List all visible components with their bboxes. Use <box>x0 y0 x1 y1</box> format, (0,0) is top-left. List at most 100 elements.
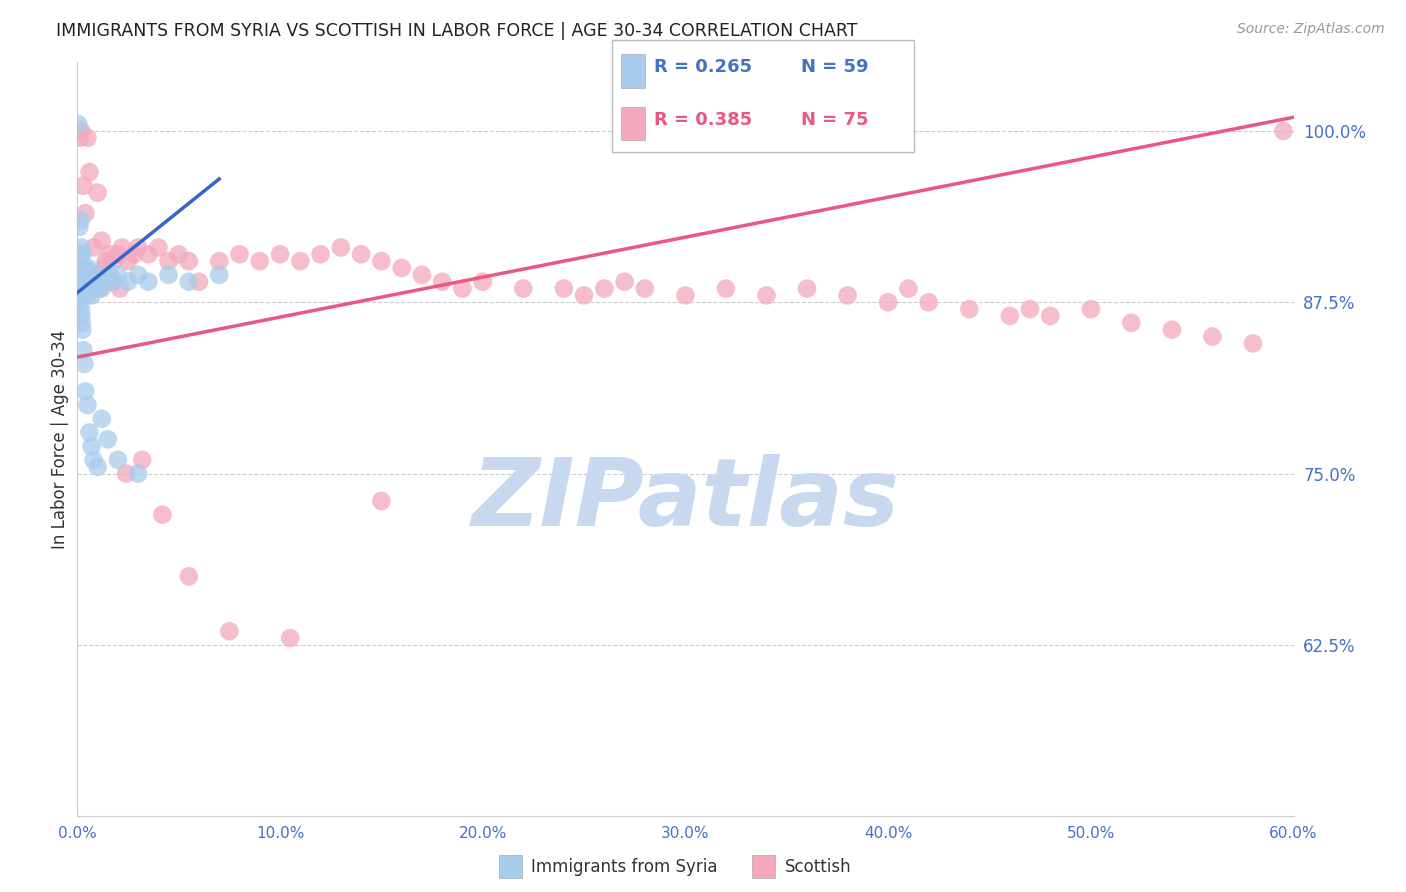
Point <box>98 247 121 261</box>
Point <box>290 254 312 268</box>
Point <box>714 282 737 296</box>
Point <box>115 467 138 481</box>
Point <box>249 254 271 268</box>
Point <box>755 288 778 302</box>
Point <box>107 453 129 467</box>
Point <box>1161 323 1184 337</box>
Text: IMMIGRANTS FROM SYRIA VS SCOTTISH IN LABOR FORCE | AGE 30-34 CORRELATION CHART: IMMIGRANTS FROM SYRIA VS SCOTTISH IN LAB… <box>56 22 858 40</box>
Point <box>634 282 657 296</box>
Point <box>70 240 93 254</box>
Point <box>83 240 105 254</box>
Point <box>79 165 101 179</box>
Point <box>108 282 131 296</box>
Point <box>177 275 200 289</box>
Point <box>957 302 980 317</box>
Point <box>70 124 93 138</box>
Text: N = 59: N = 59 <box>801 58 869 76</box>
Point <box>80 288 103 302</box>
Point <box>67 282 90 296</box>
Point <box>309 247 332 261</box>
Point <box>103 275 125 289</box>
Text: R = 0.265: R = 0.265 <box>654 58 752 76</box>
Point <box>93 260 115 275</box>
Point <box>107 268 129 282</box>
Point <box>167 247 190 261</box>
Point <box>177 569 200 583</box>
Point <box>69 268 91 282</box>
Point <box>837 288 859 302</box>
Point <box>157 254 180 268</box>
Point <box>86 459 108 474</box>
Text: R = 0.385: R = 0.385 <box>654 112 752 129</box>
Point <box>67 219 90 234</box>
Point <box>101 275 124 289</box>
Point <box>122 247 145 261</box>
Point <box>136 275 159 289</box>
Point <box>370 254 392 268</box>
Point <box>83 282 105 296</box>
Text: Scottish: Scottish <box>785 858 851 876</box>
Point <box>76 268 98 282</box>
Point <box>451 282 474 296</box>
Point <box>67 275 90 289</box>
Point <box>75 384 97 399</box>
Point <box>148 240 170 254</box>
Point <box>69 295 91 310</box>
Point <box>512 282 534 296</box>
Point <box>675 288 697 302</box>
Text: Immigrants from Syria: Immigrants from Syria <box>531 858 718 876</box>
Point <box>84 268 107 282</box>
Point <box>98 268 121 282</box>
Text: Source: ZipAtlas.com: Source: ZipAtlas.com <box>1237 22 1385 37</box>
Point <box>77 260 100 275</box>
Point <box>411 268 433 282</box>
Point <box>572 288 595 302</box>
Point <box>107 247 129 261</box>
Point <box>86 268 108 282</box>
Point <box>127 240 149 254</box>
Point <box>90 282 112 296</box>
Point <box>94 254 117 268</box>
Point <box>111 240 134 254</box>
Point <box>76 131 98 145</box>
Point <box>1019 302 1042 317</box>
Point <box>67 288 90 302</box>
Point <box>471 275 494 289</box>
Point <box>79 268 101 282</box>
Point <box>73 357 96 371</box>
Point <box>1039 309 1062 323</box>
Point <box>152 508 174 522</box>
Point <box>370 494 392 508</box>
Point <box>391 260 413 275</box>
Point <box>117 275 139 289</box>
Point <box>70 309 93 323</box>
Text: ZIPatlas: ZIPatlas <box>471 454 900 546</box>
Point <box>131 453 153 467</box>
Point <box>208 268 231 282</box>
Point <box>117 254 139 268</box>
Point <box>1272 124 1295 138</box>
Point <box>877 295 900 310</box>
Point <box>97 433 120 447</box>
Point <box>73 268 96 282</box>
Point <box>89 275 111 289</box>
Point <box>76 288 98 302</box>
Point <box>1241 336 1264 351</box>
Point <box>1201 329 1223 343</box>
Point <box>90 411 112 425</box>
Point <box>79 425 101 440</box>
Point <box>67 117 90 131</box>
Point <box>553 282 575 296</box>
Point <box>72 247 94 261</box>
Point <box>70 213 93 227</box>
Point <box>86 186 108 200</box>
Point <box>67 131 90 145</box>
Point <box>75 275 97 289</box>
Point <box>127 268 149 282</box>
Point <box>94 275 117 289</box>
Point <box>70 260 93 275</box>
Point <box>218 624 240 639</box>
Point <box>84 275 107 289</box>
Point <box>228 247 250 261</box>
Point <box>432 275 454 289</box>
